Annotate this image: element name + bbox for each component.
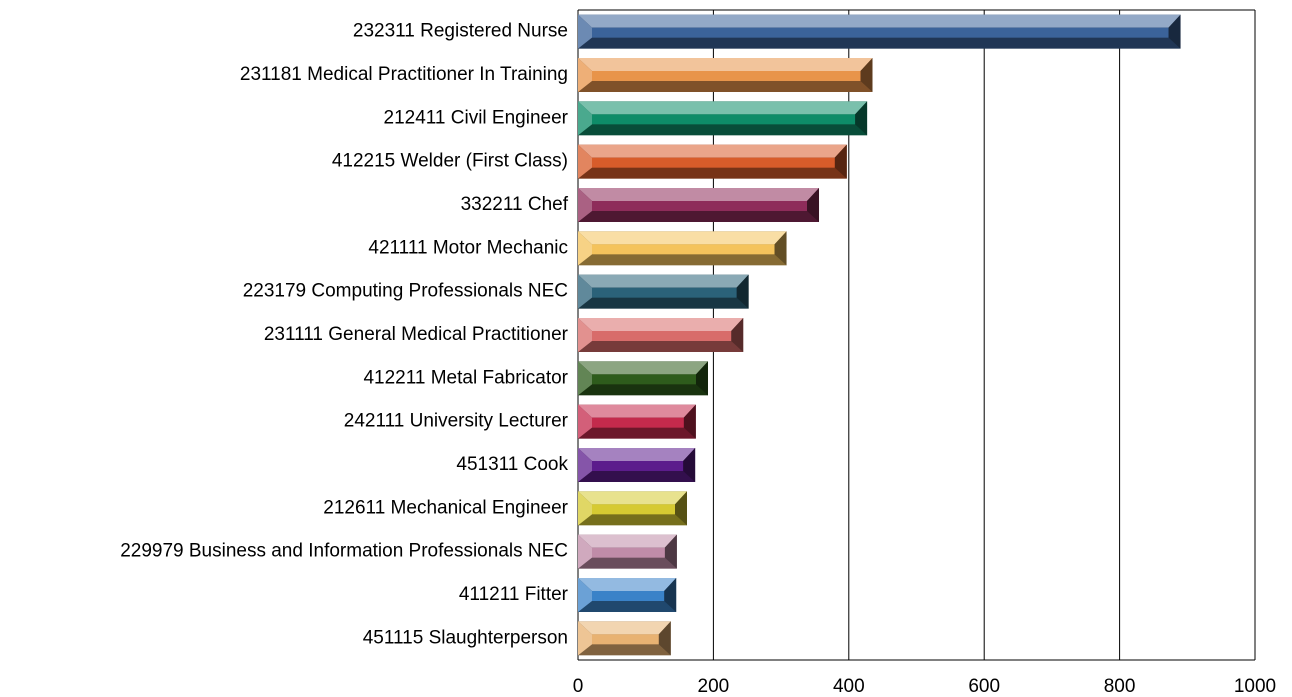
bar-bevel-top — [578, 144, 847, 158]
bar-bevel-left — [578, 101, 592, 136]
x-tick-label: 200 — [698, 676, 730, 697]
y-tick-label: 229979 Business and Information Professi… — [120, 541, 568, 562]
bar-bevel-top — [578, 491, 687, 505]
bar-bevel-right — [731, 318, 744, 352]
x-tick-label: 0 — [573, 676, 584, 697]
bar-bevel-top — [578, 274, 749, 288]
bar-bevel-right — [736, 274, 749, 309]
bar — [578, 621, 671, 656]
bar-bevel-top — [578, 621, 671, 635]
bar — [578, 101, 868, 136]
x-tick-label: 1000 — [1234, 676, 1276, 697]
bar-bevel-left — [578, 188, 592, 222]
bar-bevel-top — [578, 231, 787, 245]
bar-bevel-top — [578, 578, 677, 591]
bar — [578, 448, 696, 482]
bar-inner — [592, 331, 732, 341]
bar-bevel-right — [855, 101, 868, 136]
bar — [578, 318, 744, 352]
bar-inner — [592, 114, 856, 125]
bar-bevel-top — [578, 534, 677, 548]
bar — [578, 534, 677, 569]
bar-bevel-left — [578, 621, 592, 656]
y-tick-label: 231181 Medical Practitioner In Training — [240, 64, 568, 85]
bar-bevel-right — [683, 448, 696, 482]
bar-bevel-right — [695, 361, 708, 396]
bar-bevel-top — [578, 188, 820, 201]
y-tick-label: 231111 General Medical Practitioner — [264, 324, 569, 345]
bar-bevel-right — [658, 621, 671, 656]
bar-bevel-left — [578, 361, 592, 396]
bar-inner — [592, 287, 737, 298]
bar-bevel-left — [578, 14, 592, 49]
bar-bevel-top — [578, 14, 1181, 28]
bar-inner — [592, 201, 808, 211]
bar-bevel-left — [578, 144, 592, 179]
bar-bevel-left — [578, 58, 592, 92]
bar-bevel-left — [578, 491, 592, 526]
bar-bevel-left — [578, 534, 592, 569]
bar-inner — [592, 634, 659, 645]
bar — [578, 578, 677, 612]
bar — [578, 14, 1181, 49]
bar-bevel-top — [578, 318, 744, 331]
bar-inner — [592, 27, 1169, 38]
y-tick-label: 412211 Metal Fabricator — [363, 367, 568, 388]
bar-inner — [592, 417, 684, 428]
bar — [578, 231, 787, 266]
x-tick-label: 600 — [968, 676, 1000, 697]
bar — [578, 58, 873, 92]
bar — [578, 404, 696, 439]
bar-bevel-top — [578, 58, 873, 71]
bar-bevel-left — [578, 274, 592, 309]
bar — [578, 274, 749, 309]
x-tick-label: 800 — [1104, 676, 1136, 697]
bar — [578, 188, 820, 222]
y-tick-label: 451115 Slaughterperson — [363, 627, 568, 648]
bar-bevel-top — [578, 404, 696, 418]
y-tick-label: 451311 Cook — [456, 454, 568, 475]
y-tick-label: 223179 Computing Professionals NEC — [243, 281, 568, 302]
y-tick-label: 412215 Welder (First Class) — [332, 151, 568, 172]
bar-inner — [592, 71, 861, 81]
bar-bevel-top — [578, 361, 708, 375]
bar-inner — [592, 374, 696, 385]
bar-inner — [592, 244, 775, 255]
bar-bevel-right — [774, 231, 787, 266]
bar — [578, 361, 708, 396]
bar-inner — [592, 591, 665, 601]
y-tick-label: 332211 Chef — [461, 194, 569, 215]
y-tick-label: 232311 Registered Nurse — [353, 21, 568, 42]
bar-bevel-top — [578, 448, 696, 461]
bar-bevel-left — [578, 231, 592, 266]
y-tick-label: 421111 Motor Mechanic — [368, 237, 568, 258]
x-tick-label: 400 — [833, 676, 865, 697]
bar-bevel-right — [664, 578, 677, 612]
y-tick-label: 212411 Civil Engineer — [384, 107, 569, 128]
bar-bevel-right — [664, 534, 677, 569]
y-tick-label: 411211 Fitter — [459, 584, 569, 605]
bar-bevel-top — [578, 101, 868, 115]
y-tick-label: 212611 Mechanical Engineer — [323, 497, 568, 518]
bar-inner — [592, 504, 675, 515]
bar-bevel-left — [578, 448, 592, 482]
bar-inner — [592, 461, 684, 471]
bar-bevel-right — [834, 144, 847, 179]
bar-inner — [592, 157, 835, 168]
y-tick-label: 242111 University Lecturer — [344, 411, 569, 432]
bar-bevel-left — [578, 578, 592, 612]
bar-bevel-left — [578, 318, 592, 352]
bar-bevel-right — [674, 491, 687, 526]
bar-bevel-right — [1168, 14, 1181, 49]
bar-bevel-right — [860, 58, 873, 92]
bar — [578, 491, 687, 526]
bar-bevel-right — [683, 404, 696, 439]
bar-bevel-right — [807, 188, 820, 222]
bar-bevel-left — [578, 404, 592, 439]
bar-inner — [592, 547, 665, 558]
bar — [578, 144, 847, 179]
